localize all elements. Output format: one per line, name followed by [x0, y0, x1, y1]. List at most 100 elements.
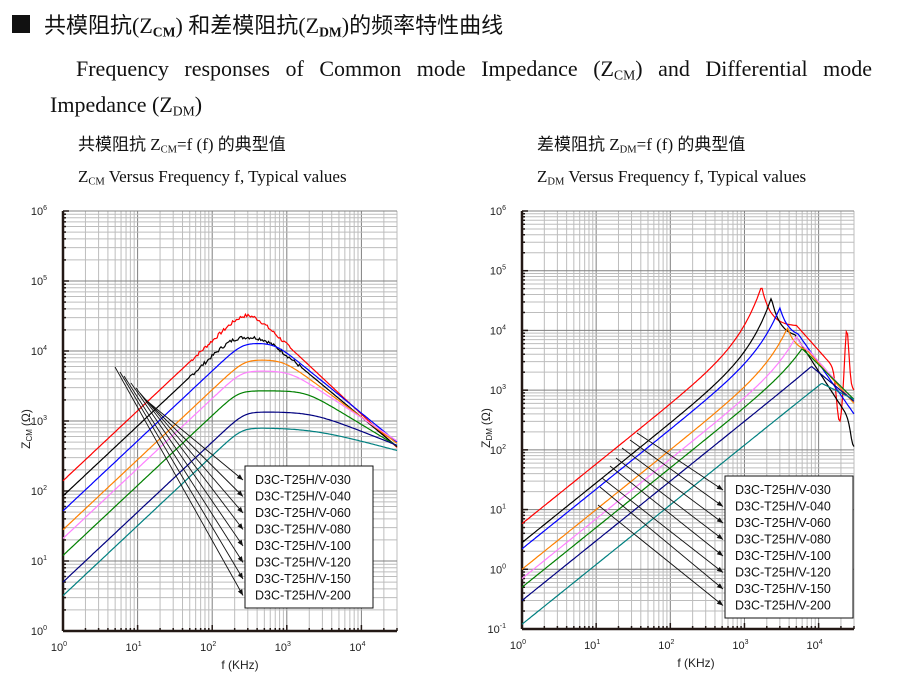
x-tick-label: 104 [349, 641, 365, 654]
legend-box [244, 465, 374, 609]
x-axis-label: f (KHz) [677, 656, 714, 670]
legend-entry: D3C-T25H/V-150 [735, 582, 831, 596]
legend-pointer [609, 465, 724, 557]
x-axis-label: f (KHz) [221, 658, 258, 672]
series-line-d3c-t25h/v-100 [521, 335, 855, 579]
section-heading: 共模阻抗(ZCM) 和差模阻抗(ZDM)的频率特性曲线 [12, 8, 503, 40]
legend-entry: D3C-T25H/V-120 [255, 556, 351, 570]
legend-pointer [629, 439, 724, 507]
chart-dm-title-en: ZDM Versus Frequency f, Typical values [537, 166, 807, 188]
series-line-d3c-t25h/v-060 [62, 343, 398, 512]
legend: D3C-T25H/V-030 D3C-T25H/V-040 D3C-T25H/V-0… [114, 366, 374, 609]
series-group [521, 287, 855, 625]
series-line-d3c-t25h/v-040 [62, 335, 398, 497]
arrowhead-icon [716, 484, 723, 490]
chart-dm-title-cn: 差模阻抗 ZDM=f (f) 的典型值 [537, 135, 746, 156]
legend-pointer [636, 432, 724, 491]
series-line-d3c-t25h/v-030 [62, 312, 398, 482]
legend-entry: D3C-T25H/V-100 [735, 549, 831, 563]
y-tick-label: 10-1 [488, 623, 507, 636]
chart-cm-title-en: ZCM Versus Frequency f, Typical values [78, 166, 347, 188]
arrowhead-icon [237, 539, 243, 546]
series-line-d3c-t25h/v-100 [62, 370, 398, 539]
legend-pointer [597, 504, 724, 606]
y-tick-label: 103 [31, 415, 47, 428]
arrowhead-icon [236, 490, 243, 497]
x-tick-label: 102 [200, 641, 216, 654]
legend-pointer [615, 457, 724, 540]
arrowhead-icon [716, 500, 723, 507]
arrowhead-icon [237, 506, 243, 513]
legend-pointer [139, 392, 244, 514]
legend-pointer [621, 447, 724, 524]
legend-entry: D3C-T25H/V-060 [255, 506, 351, 520]
chart-dm-title: 差模阻抗 ZDM=f (f) 的典型值 ZDM Versus Frequency… [537, 132, 806, 195]
arrowhead-icon [716, 517, 723, 523]
legend-entry: D3C-T25H/V-060 [735, 516, 831, 530]
series-line-d3c-t25h/v-150 [62, 411, 398, 583]
legend-entry: D3C-T25H/V-080 [255, 523, 351, 537]
series-line-d3c-t25h/v-080 [521, 326, 855, 570]
y-tick-label: 101 [490, 504, 506, 517]
arrowhead-icon [237, 523, 243, 530]
y-tick-label: 101 [31, 555, 47, 568]
legend-entry: D3C-T25H/V-040 [735, 500, 831, 514]
legend-entry: D3C-T25H/V-120 [735, 566, 831, 580]
arrowhead-icon [237, 589, 243, 596]
legend-entry: D3C-T25H/V-030 [735, 483, 831, 497]
arrowhead-icon [237, 572, 243, 579]
y-axis-label: ZCM(Ω) [19, 409, 34, 449]
y-axis-label: ZDM(Ω) [479, 408, 494, 448]
legend-pointer [114, 366, 244, 596]
legend-pointer [601, 477, 724, 573]
legend-entry: D3C-T25H/V-040 [255, 490, 351, 504]
arrowhead-icon [716, 599, 723, 606]
arrowhead-icon [716, 566, 723, 573]
chart-cm: 100 101 102 103 104 100 101 102 103 104 105 106 f (K… [19, 205, 398, 672]
legend-pointer [123, 375, 244, 563]
legend-entry: D3C-T25H/V-200 [735, 599, 831, 613]
arrowhead-icon [237, 556, 243, 563]
y-tick-label: 103 [490, 384, 506, 397]
arrowhead-icon [716, 533, 723, 540]
y-tick-label: 104 [31, 345, 47, 358]
arrowhead-icon [236, 474, 243, 480]
heading-text: 共模阻抗(ZCM) 和差模阻抗(ZDM)的频率特性曲线 [44, 13, 504, 40]
arrowhead-icon [716, 583, 723, 589]
chart-dm: 100 101 102 103 10410-1100101102103104105106… [479, 205, 855, 670]
y-tick-label: 106 [490, 205, 506, 218]
series-line-d3c-t25h/v-060 [521, 306, 855, 550]
series-line-d3c-t25h/v-030 [521, 287, 855, 525]
legend-pointer [119, 371, 244, 580]
y-tick-label: 106 [31, 205, 47, 218]
x-tick-label: 101 [126, 641, 142, 654]
legend-pointer [130, 382, 244, 547]
legend-entry: D3C-T25H/V-150 [255, 572, 351, 586]
y-tick-label: 100 [31, 625, 47, 638]
chart-cm-title: 共模阻抗 ZCM=f (f) 的典型值 ZCM Versus Frequency… [78, 132, 347, 195]
series-line-d3c-t25h/v-120 [521, 348, 855, 588]
y-tick-label: 105 [31, 275, 47, 288]
y-tick-label: 102 [31, 485, 47, 498]
series-line-d3c-t25h/v-200 [62, 427, 398, 597]
legend-box [724, 475, 854, 619]
x-tick-label: 103 [732, 639, 748, 652]
arrowhead-icon [716, 550, 723, 556]
x-tick-label: 100 [51, 641, 67, 654]
series-line-d3c-t25h/v-200 [521, 382, 855, 625]
x-tick-label: 101 [584, 639, 600, 652]
series-line-d3c-t25h/v-120 [62, 390, 398, 556]
legend-entry: D3C-T25H/V-100 [255, 539, 351, 553]
y-tick-label: 102 [490, 444, 506, 457]
legend: D3C-T25H/V-030 D3C-T25H/V-040 D3C-T25H/V-0… [597, 432, 854, 619]
x-tick-label: 102 [658, 639, 674, 652]
y-tick-label: 104 [490, 324, 506, 337]
chart-cm-title-cn: 共模阻抗 ZCM=f (f) 的典型值 [78, 135, 286, 156]
bullet-square-icon [12, 15, 30, 34]
legend-pointer [599, 486, 724, 590]
legend-entry: D3C-T25H/V-080 [735, 533, 831, 547]
legend-pointer [146, 400, 244, 481]
x-tick-label: 100 [510, 639, 526, 652]
x-tick-label: 103 [275, 641, 291, 654]
